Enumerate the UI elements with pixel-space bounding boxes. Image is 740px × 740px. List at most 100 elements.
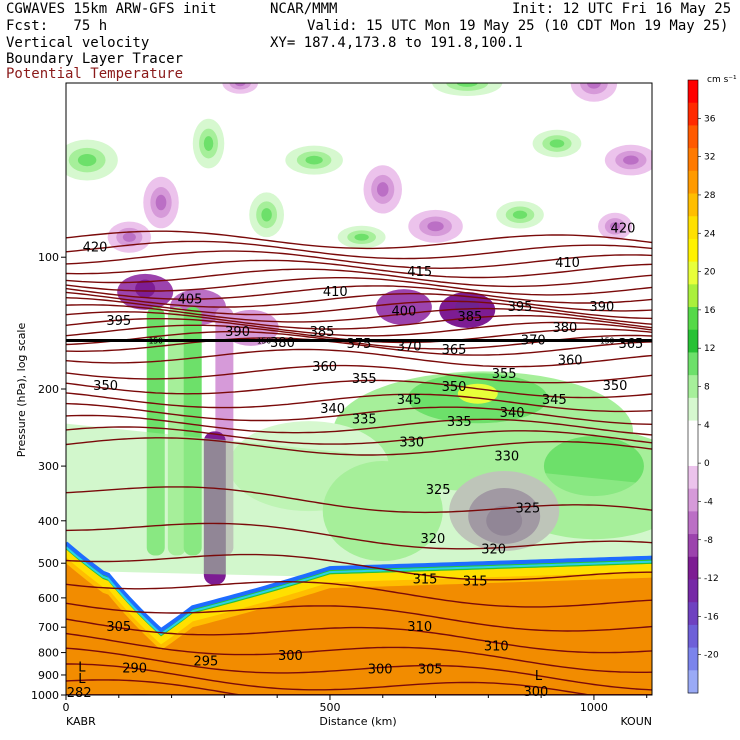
colorbar-swatch — [688, 170, 698, 195]
colorbar-swatch — [688, 556, 698, 580]
theta-contour — [66, 618, 652, 654]
theta-label: 350 — [93, 379, 118, 394]
theta-contour — [66, 581, 652, 608]
theta-label: 300 — [278, 649, 303, 664]
tracer-label: 150 — [257, 337, 272, 346]
colorbar-tick-label: 32 — [704, 153, 715, 163]
colorbar-tick-label: 12 — [704, 344, 715, 354]
colorbar-swatch — [688, 670, 698, 694]
theta-label: 320 — [420, 532, 445, 547]
theta-label: 415 — [407, 265, 432, 280]
theta-contour — [66, 240, 652, 260]
colorbar-tick-label: -8 — [704, 536, 713, 546]
theta-contour — [66, 285, 652, 304]
valid-time: Valid: 15 UTC Mon 19 May 25 (10 CDT Mon … — [307, 18, 729, 34]
colorbar-tick-label: 8 — [704, 383, 710, 393]
theta-label: 370 — [521, 334, 546, 349]
colorbar-tick-label: -20 — [704, 651, 719, 661]
colorbar-swatch — [688, 329, 698, 353]
theta-label: 325 — [516, 502, 541, 517]
colorbar-swatch — [688, 125, 698, 149]
theta-label: 390 — [589, 300, 614, 315]
theta-label: 370 — [397, 340, 422, 355]
colorbar-swatch — [688, 148, 698, 172]
theta-label: 305 — [418, 663, 443, 678]
y-tick-label: 300 — [38, 460, 59, 473]
theta-label: 365 — [618, 337, 643, 352]
right-endpoint-label: KOUN — [620, 715, 652, 728]
theta-label: 330 — [494, 449, 519, 464]
colorbar-tick-label: 0 — [704, 459, 710, 469]
cross-section-endpoints: XY= 187.4,173.8 to 191.8,100.1 — [270, 35, 523, 51]
theta-label: 400 — [391, 304, 416, 319]
colorbar-swatch — [688, 102, 698, 126]
theta-label: 290 — [122, 662, 147, 677]
colorbar: 36 32 28 24 20 16 12 8 4 0 -4 -8 -12 -16 -20 — [687, 79, 719, 694]
theta-contour — [66, 632, 652, 673]
contour-labels: 420 405 395 390 410 415 400 395 410 420 390 385 380 3… — [67, 222, 644, 702]
model-title: CGWAVES 15km ARW-GFS init — [6, 1, 217, 17]
x-tick-label: 0 — [63, 701, 70, 714]
x-tick-label: 1000 — [580, 701, 608, 714]
colorbar-swatch — [688, 443, 698, 467]
theta-contour — [66, 364, 652, 384]
theta-contour — [66, 250, 652, 270]
colorbar-tick-label: 4 — [704, 421, 710, 431]
theta-contour — [66, 259, 652, 279]
theta-label: 300 — [523, 685, 548, 700]
theta-contour — [66, 311, 652, 330]
theta-label: 320 — [481, 542, 506, 557]
colorbar-swatch — [688, 307, 698, 331]
colorbar-tick-label: -4 — [704, 497, 713, 507]
theta-contour — [66, 402, 652, 425]
theta-label: 380 — [552, 321, 577, 336]
colorbar-swatch — [688, 624, 698, 649]
colorbar-swatch — [688, 647, 698, 671]
colorbar-swatch — [688, 238, 698, 263]
theta-label: 300 — [368, 663, 393, 678]
theta-label: 315 — [463, 574, 488, 589]
theta-label: 410 — [323, 285, 348, 300]
theta-contour — [66, 522, 652, 550]
theta-label: 315 — [413, 573, 438, 588]
theta-contour — [66, 663, 652, 695]
colorbar-swatch — [688, 284, 698, 308]
low-marker: L — [535, 669, 543, 684]
theta-contour — [66, 318, 652, 337]
theta-label: 350 — [442, 380, 467, 395]
colorbar-tick-label: -12 — [704, 574, 719, 584]
theta-label: 325 — [426, 483, 451, 498]
tracer-label: 150 — [600, 337, 615, 346]
theta-contour — [66, 297, 652, 320]
theta-label: 355 — [492, 367, 517, 382]
center-title: NCAR/MMM — [270, 1, 338, 17]
left-endpoint-label: KABR — [66, 715, 96, 728]
field-label-potential-temperature: Potential Temperature — [6, 66, 184, 82]
colorbar-swatch — [688, 352, 698, 376]
theta-label: 420 — [83, 240, 108, 255]
theta-contour — [66, 414, 652, 436]
theta-label: 355 — [352, 372, 377, 387]
colorbar-swatch — [688, 397, 698, 422]
theta-label: 350 — [603, 379, 628, 394]
theta-contour — [66, 268, 652, 288]
colorbar-swatch — [688, 193, 698, 217]
theta-label: 282 — [67, 686, 92, 701]
x-axis-label: Distance (km) — [319, 715, 396, 728]
colorbar-swatch — [688, 534, 698, 558]
colorbar-swatch — [688, 488, 698, 512]
y-tick-label: 400 — [38, 515, 59, 528]
colorbar-swatch — [688, 216, 698, 240]
colorbar-unit: cm s⁻¹ — [707, 75, 737, 85]
theta-contour — [66, 348, 652, 368]
field-label-boundary-layer-tracer: Boundary Layer Tracer — [6, 51, 184, 67]
theta-label: 335 — [352, 413, 377, 428]
axes: 100 200 300 400 500 600 700 800 900 1000 0 500 1000 — [31, 251, 648, 714]
colorbar-swatch — [688, 420, 698, 444]
colorbar-tick-label: 28 — [704, 191, 716, 201]
theta-contour — [66, 304, 652, 325]
y-tick-label: 200 — [38, 383, 59, 396]
colorbar-swatch — [688, 465, 698, 490]
theta-label: 345 — [542, 393, 567, 408]
theta-label: 365 — [442, 343, 467, 358]
